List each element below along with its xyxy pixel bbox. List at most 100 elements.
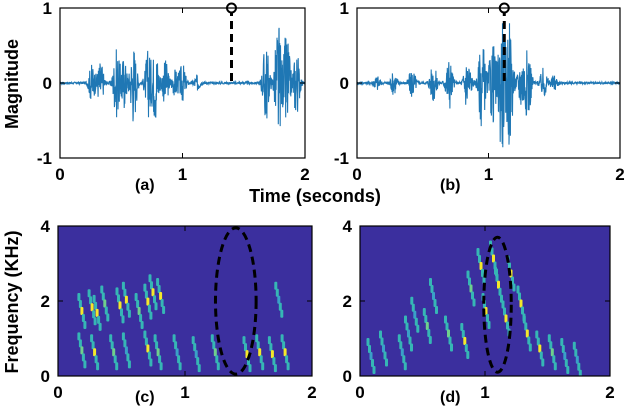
spectrogram-streak <box>407 329 410 338</box>
spectrogram-streak <box>212 341 216 350</box>
spectrogram-streak <box>90 303 94 312</box>
spectrogram-streak <box>137 307 141 315</box>
x-axis-label-time: Time (seconds) <box>249 186 381 206</box>
spectrogram-streak <box>372 366 376 374</box>
spectrogram-streak <box>90 334 94 343</box>
x-tick-label: 2 <box>605 383 614 402</box>
spectrogram-streak <box>575 355 579 364</box>
spectrogram-streak <box>403 362 407 371</box>
spectrogram-streak <box>148 274 152 283</box>
spectrogram-streak <box>153 334 157 343</box>
highlight-ellipse <box>482 235 513 374</box>
spectrogram-streak <box>541 358 545 367</box>
spectrogram-streak <box>147 351 151 360</box>
spectrogram-streak <box>123 288 127 297</box>
spectrogram-streak <box>242 336 246 345</box>
spectrogram-streak <box>379 330 382 339</box>
spectrogram-streak <box>408 336 412 345</box>
spectrogram-streak <box>81 353 85 362</box>
spectrogram-streak <box>371 359 374 367</box>
spectrogram-streak <box>472 298 476 307</box>
spectrogram-streak <box>146 297 150 306</box>
spectrogram-streak <box>149 358 153 367</box>
spectrogram-streak <box>143 330 147 339</box>
spectrogram-streak <box>560 338 564 346</box>
spectrogram-streak <box>424 315 428 323</box>
panel-a: 0 1 2-101(a) <box>37 0 310 194</box>
spectrogram-streak <box>466 351 470 359</box>
spectrogram-streak <box>430 285 434 293</box>
spectrogram-streak <box>425 322 429 330</box>
spectrogram-streak <box>155 341 159 350</box>
spectrogram-streak <box>410 296 414 305</box>
spectrogram-streak <box>92 310 96 319</box>
spectrogram-streak <box>97 315 101 324</box>
spectrogram-streak <box>140 321 144 329</box>
spectrogram-streak <box>447 329 450 338</box>
spectrogram-streak <box>275 288 279 297</box>
spectrogram-streak <box>479 262 483 270</box>
spectrogram-streak <box>273 364 277 373</box>
spectrogram-streak <box>156 278 160 286</box>
y-tick-label: 0 <box>340 74 349 93</box>
spectrogram-streak <box>282 341 286 350</box>
spectrogram-streak <box>504 314 508 323</box>
spectrogram-streak <box>482 276 486 284</box>
spectrogram-streak <box>490 247 494 256</box>
spectrogram-streak <box>256 341 260 350</box>
spectrogram-streak <box>369 352 373 360</box>
spectrogram-streak <box>535 330 539 339</box>
spectrogram-streak <box>516 285 520 294</box>
spectrogram-streak <box>174 341 178 350</box>
spectrogram-streak <box>528 343 532 352</box>
spectrogram-streak <box>124 295 128 304</box>
spectrogram-streak <box>432 292 435 300</box>
spectrogram-streak <box>524 322 528 331</box>
spectrogram-streak <box>127 360 131 369</box>
spectrogram-streak <box>126 302 130 311</box>
y-tick-label: 0 <box>43 74 52 93</box>
spectrogram-streak <box>110 341 114 350</box>
x-tick-label: 1 <box>484 165 493 184</box>
spectrogram-streak <box>492 254 495 263</box>
spectrogram-streak <box>149 311 153 320</box>
spectrogram-streak <box>94 301 98 310</box>
spectrogram-streak <box>83 360 87 369</box>
spectrogram-streak <box>383 351 387 360</box>
spectrogram-streak <box>270 350 274 359</box>
spectrogram-streak <box>566 366 570 374</box>
spectrogram-streak <box>93 317 97 326</box>
spectrogram-streak <box>561 345 565 353</box>
spectrogram-streak <box>153 295 156 304</box>
waveform-line <box>357 23 620 148</box>
spectrogram-streak <box>402 355 406 364</box>
y-tick-label: 0 <box>343 367 352 386</box>
spectrogram-streak <box>159 292 163 300</box>
spectrogram-streak <box>550 348 554 357</box>
spectrogram-streak <box>471 291 474 300</box>
spectrogram-streak <box>518 292 521 301</box>
spectrogram-streak <box>478 255 481 263</box>
spectrogram-streak <box>146 344 150 353</box>
waveform-line <box>60 27 305 127</box>
spectrogram-streak <box>156 348 160 357</box>
spectrogram-streak <box>144 337 148 346</box>
spectrogram-streak <box>127 309 131 318</box>
spectrogram-streak <box>429 278 432 286</box>
spectrogram-streak <box>134 293 138 301</box>
spectrogram-streak <box>536 337 540 346</box>
spectrogram-streak <box>563 352 567 360</box>
spectrogram-streak <box>123 339 127 348</box>
spectrogram-streak <box>385 358 388 367</box>
spectrogram-streak <box>115 287 119 296</box>
spectrogram-streak <box>194 350 198 359</box>
spectrogram-streak <box>118 301 122 310</box>
spectrogram-streak <box>552 355 556 364</box>
panel-d: 0 1 2 0 2 4 (d) <box>343 217 615 406</box>
spectrogram-streak <box>435 306 438 314</box>
spectrogram-streak <box>269 343 273 352</box>
spectrogram-streaks <box>366 240 582 376</box>
y-tick-label: 1 <box>43 0 52 18</box>
x-tick-label: 2 <box>300 165 309 184</box>
spectrogram-streaks <box>77 274 290 373</box>
